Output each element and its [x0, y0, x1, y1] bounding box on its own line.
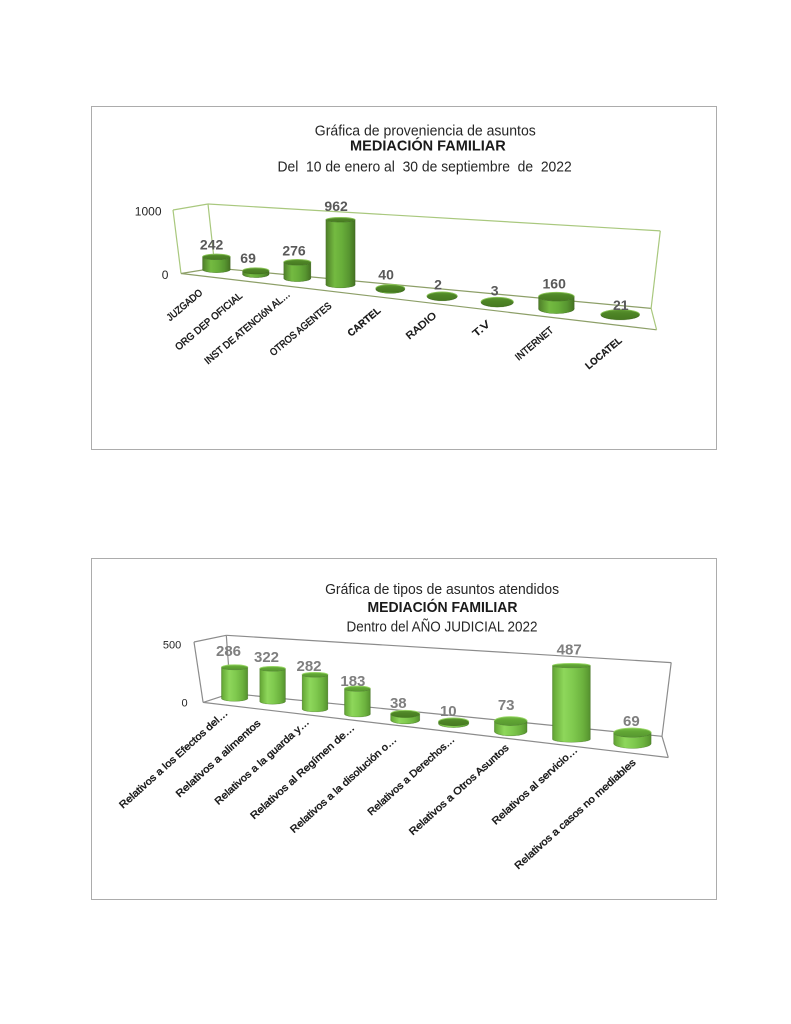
svg-text:3: 3	[491, 282, 499, 298]
svg-text:Dentro del AÑO JUDICIAL 2022: Dentro del AÑO JUDICIAL 2022	[347, 619, 538, 636]
svg-text:242: 242	[200, 237, 224, 253]
svg-text:73: 73	[498, 697, 515, 714]
svg-text:160: 160	[543, 275, 567, 291]
svg-text:21: 21	[613, 297, 629, 313]
svg-text:286: 286	[216, 643, 241, 660]
svg-text:69: 69	[623, 713, 640, 730]
svg-text:487: 487	[557, 641, 582, 658]
svg-text:183: 183	[340, 673, 365, 690]
svg-text:MEDIACIÓN FAMILIAR: MEDIACIÓN FAMILIAR	[350, 137, 506, 155]
svg-text:500: 500	[163, 639, 181, 651]
svg-text:69: 69	[240, 250, 256, 266]
svg-text:38: 38	[390, 695, 407, 712]
svg-text:MEDIACIÓN FAMILIAR: MEDIACIÓN FAMILIAR	[368, 598, 518, 616]
svg-text:322: 322	[254, 649, 279, 666]
svg-text:282: 282	[296, 658, 321, 675]
svg-text:276: 276	[282, 243, 306, 259]
svg-text:962: 962	[324, 198, 348, 214]
svg-text:40: 40	[378, 266, 394, 282]
svg-text:1000: 1000	[135, 205, 162, 219]
svg-text:2: 2	[434, 276, 442, 292]
svg-text:Gráfica de tipos de asuntos at: Gráfica de tipos de asuntos atendidos	[325, 581, 559, 598]
svg-text:0: 0	[162, 268, 169, 282]
svg-text:Del 10 de enero al 30 de sep: Del 10 de enero al 30 de septiembre de 2…	[277, 159, 571, 176]
svg-text:Gráfica de proveniencia de asu: Gráfica de proveniencia de asuntos	[315, 123, 536, 140]
svg-text:0: 0	[181, 697, 187, 709]
svg-text:10: 10	[440, 703, 457, 720]
